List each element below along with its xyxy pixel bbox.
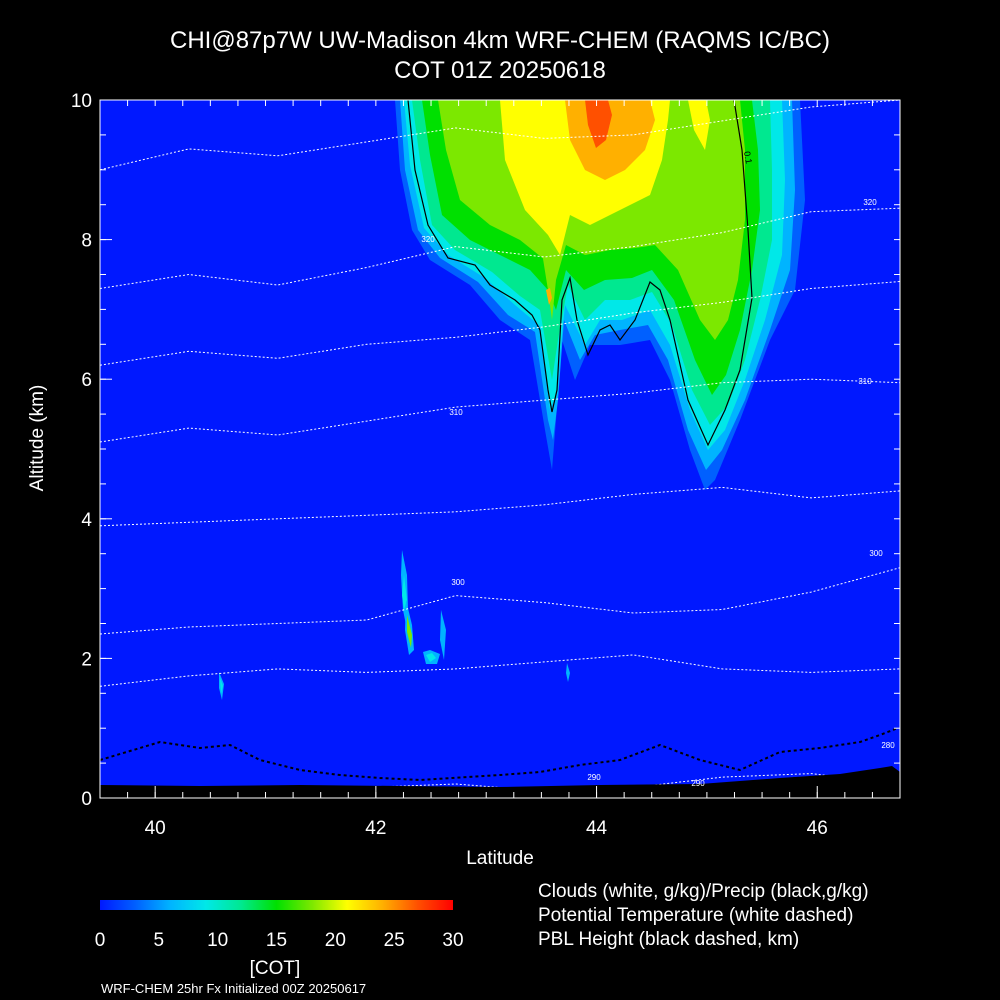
y-tick-label: 6 <box>81 370 92 391</box>
potential-temperature-isoline-6 <box>100 654 900 687</box>
y-tick-label: 2 <box>81 649 92 670</box>
potential-temperature-isoline-5 <box>100 567 900 635</box>
legend-clouds: Clouds (white, g/kg)/Precip (black,g/kg) <box>538 881 869 902</box>
footer-note: WRF-CHEM 25hr Fx Initialized 00Z 2025061… <box>101 981 367 996</box>
isoline-label: 310 <box>449 408 463 417</box>
isoline-label: 300 <box>451 578 465 587</box>
x-tick-label: 40 <box>145 818 166 839</box>
pbl-height-line <box>100 727 899 782</box>
isoline-label: 310 <box>858 377 872 386</box>
cloud-cell-8 <box>220 678 223 694</box>
colorbar-unit-label: [COT] <box>249 958 301 979</box>
x-tick-label: 44 <box>586 818 608 839</box>
cloud-cell-9 <box>566 663 570 682</box>
colorbar-tick-label: 30 <box>442 930 463 951</box>
potential-temperature-isoline-0 <box>100 100 900 171</box>
colorbar-tick-label: 25 <box>384 930 405 951</box>
potential-temperature-isoline-1 <box>100 207 900 289</box>
x-axis-label: Latitude <box>466 848 534 869</box>
legend-pbl-height: PBL Height (black dashed, km) <box>538 929 800 950</box>
cloud-streak-3 <box>546 288 552 305</box>
colorbar-tick-label: 10 <box>207 930 228 951</box>
legend-potential-temperature: Potential Temperature (white dashed) <box>538 905 854 926</box>
potential-temperature-isoline-4 <box>100 486 900 527</box>
y-axis-label: Altitude (km) <box>27 384 48 492</box>
x-tick-label: 42 <box>365 818 386 839</box>
cloud-cell-1 <box>402 575 407 610</box>
chart-title: CHI@87p7W UW-Madison 4km WRF-CHEM (RAQMS… <box>170 27 830 54</box>
terrain <box>100 766 900 798</box>
cloud-cell-3 <box>407 615 412 648</box>
y-tick-label: 8 <box>81 231 92 252</box>
cloud-cell-6 <box>440 610 446 660</box>
chart-subtitle: COT 01Z 20250618 <box>394 57 606 84</box>
isoline-label: 290 <box>587 773 601 782</box>
cloud-field-level-8 <box>585 100 612 148</box>
y-tick-label: 10 <box>71 91 92 112</box>
isoline-label: 320 <box>863 198 877 207</box>
isoline-label: 280 <box>881 741 895 750</box>
isoline-label: 300 <box>869 549 883 558</box>
colorbar-tick-label: 5 <box>154 930 165 951</box>
isoline-label: 320 <box>421 235 435 244</box>
colorbar <box>100 900 453 910</box>
isoline-label: 290 <box>691 779 705 788</box>
contour-label: 0.1 <box>742 150 754 164</box>
colorbar-tick-label: 20 <box>325 930 346 951</box>
x-tick-label: 46 <box>807 818 828 839</box>
colorbar-tick-label: 0 <box>95 930 106 951</box>
y-tick-label: 0 <box>81 789 92 810</box>
cloud-streak-0 <box>680 100 722 210</box>
cloud-cell-5 <box>426 653 436 662</box>
colorbar-tick-label: 15 <box>266 930 287 951</box>
y-tick-label: 4 <box>81 510 92 531</box>
cloud-streak-2 <box>540 240 556 320</box>
potential-temperature-isoline-2 <box>100 281 900 366</box>
cloud-contour-0p1 <box>407 100 753 447</box>
